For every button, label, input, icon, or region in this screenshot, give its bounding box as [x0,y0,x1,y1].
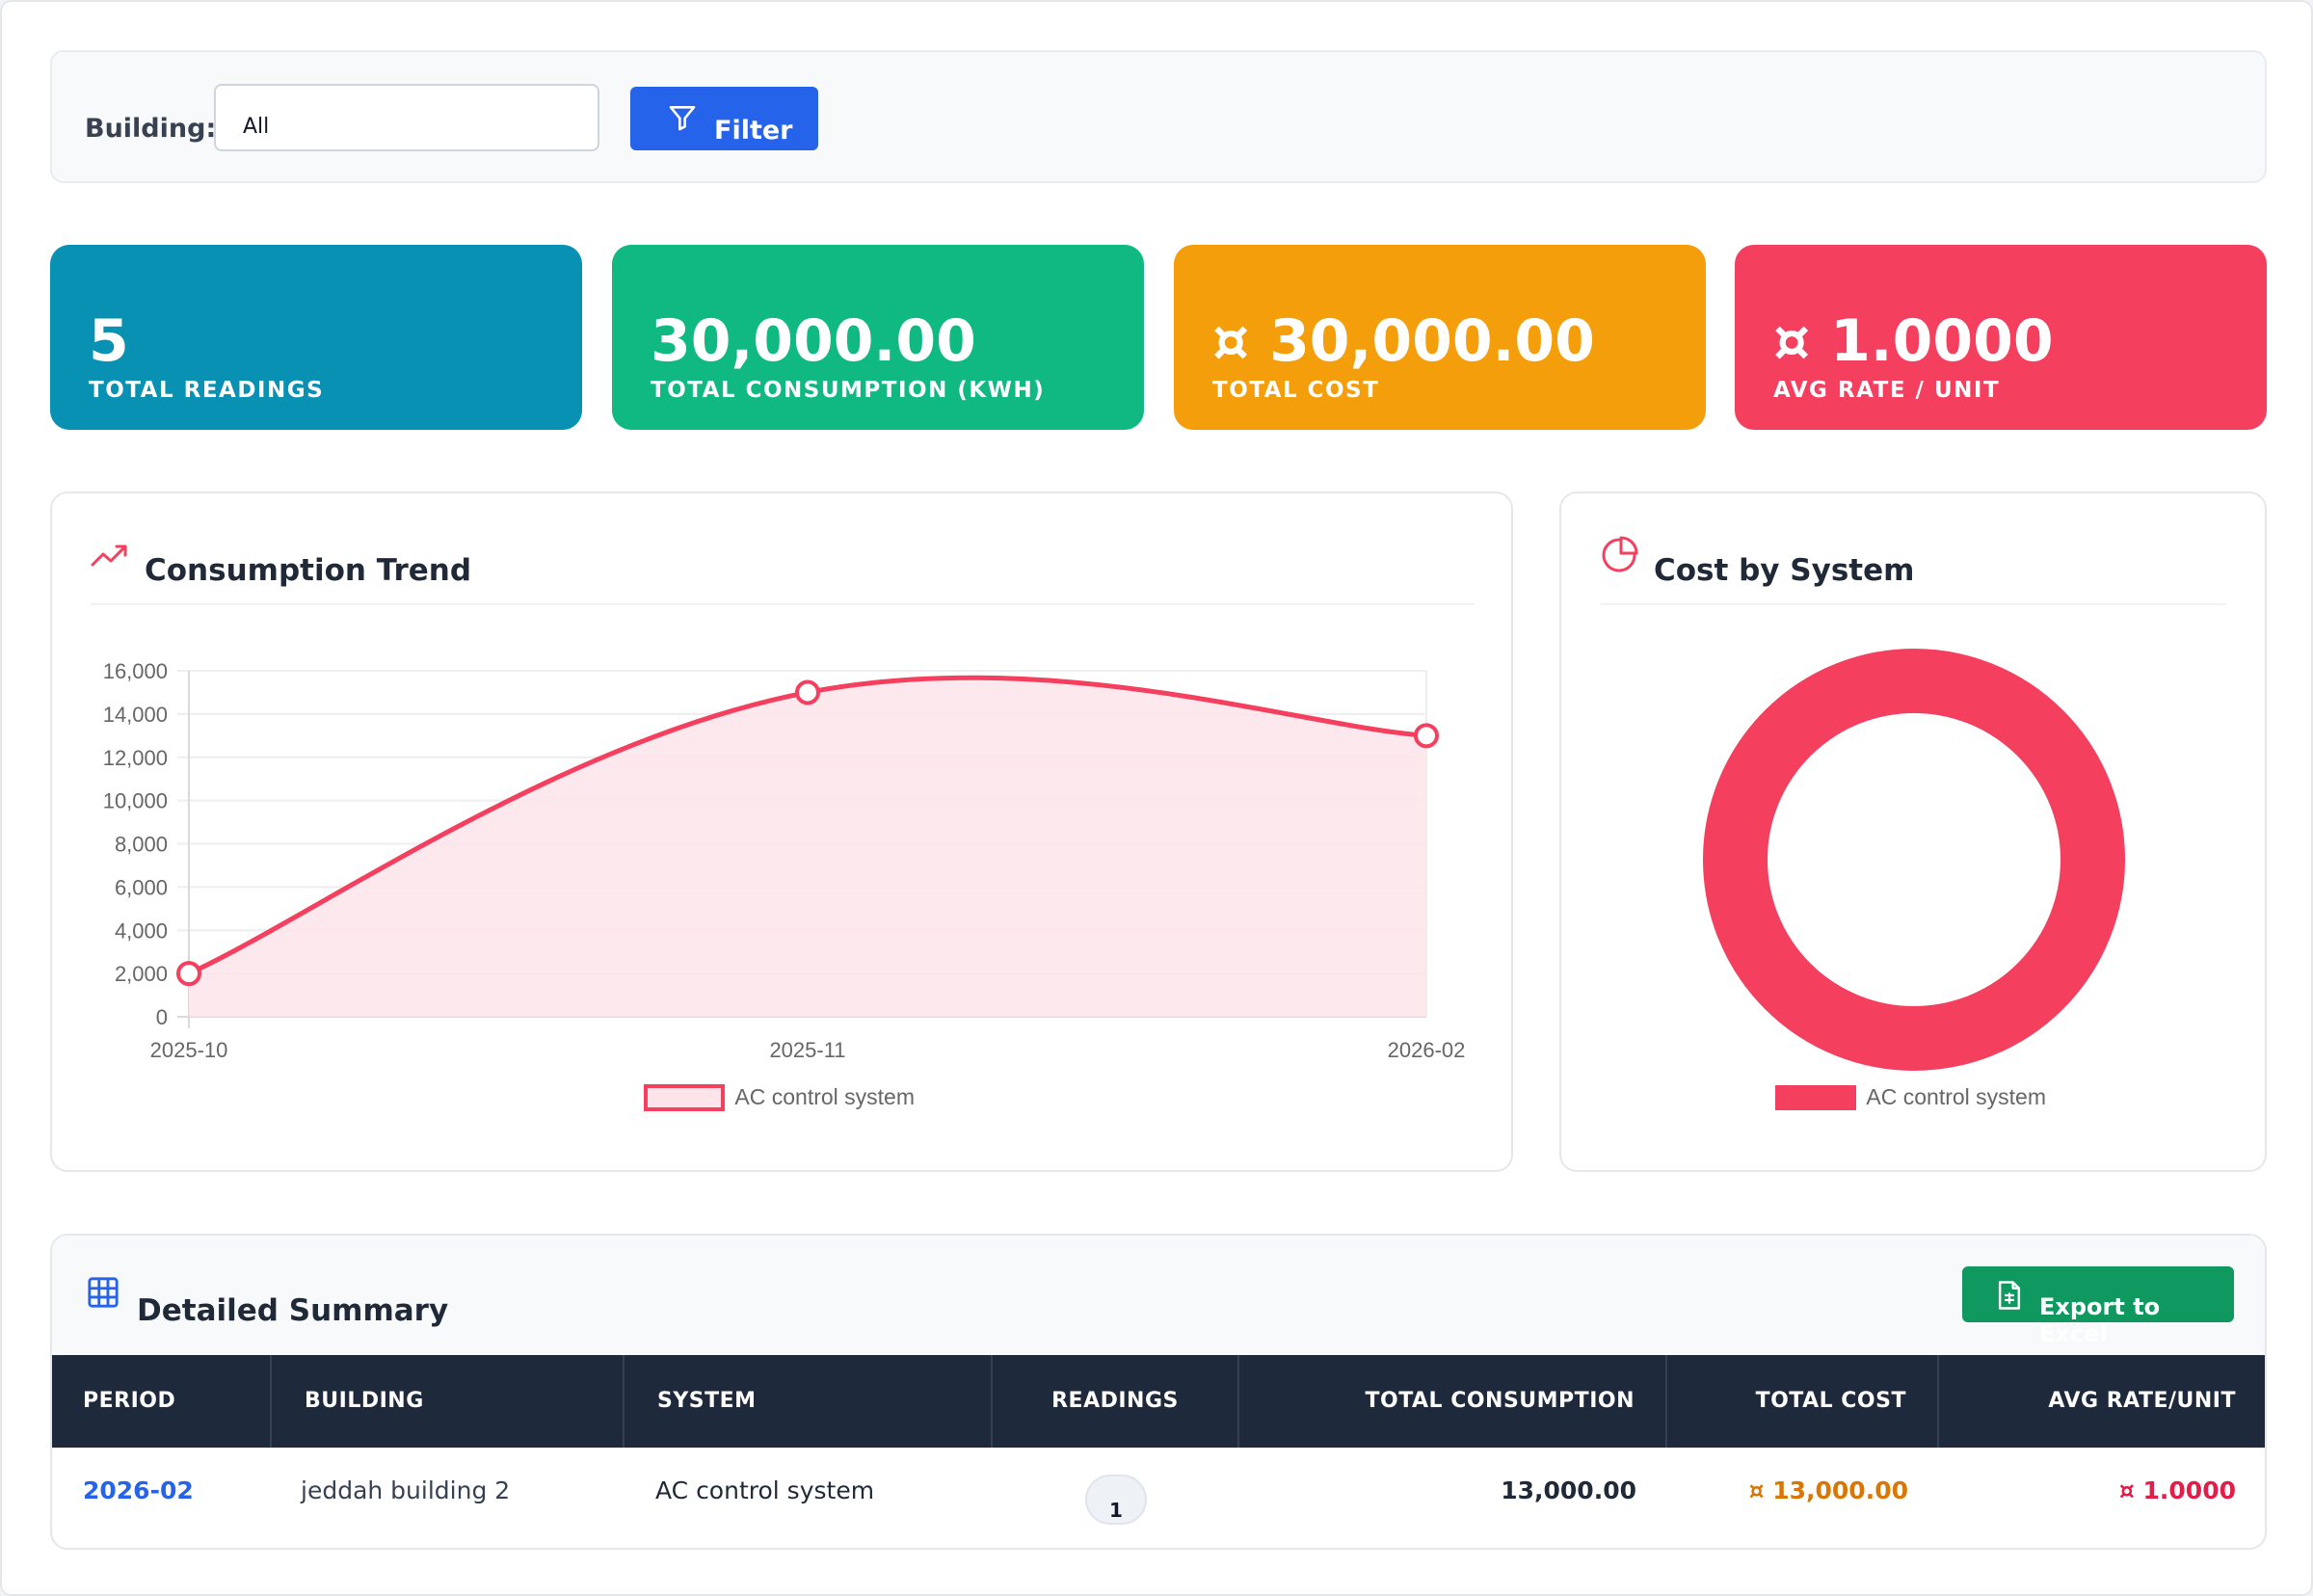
consumption-trend-panel: Consumption Trend 0 2,000 4,000 6,000 8,000 1… [50,492,1513,1172]
y-tick-label: 4,000 [115,918,168,943]
export-to-excel-button[interactable]: Export to Excel [1962,1266,2234,1347]
legend-label: AC control system [1866,1084,2046,1110]
export-button-label: Export to Excel [2039,1293,2161,1347]
column-header-label: BUILDING [305,1389,424,1413]
pie-chart-icon [1602,536,1638,572]
column-header-label: PERIOD [83,1389,176,1413]
cell-avg-rate: ¤ 1.0000 [2118,1476,2236,1504]
summary-header: Detailed Summary Export to Excel [52,1236,2265,1355]
legend-label: AC control system [734,1084,915,1110]
cell-total-consumption: 13,000.00 [1501,1476,1636,1504]
column-header-label: READINGS [1051,1389,1179,1413]
spreadsheet-file-icon [1998,1281,2021,1310]
y-tick-label: 16,000 [103,659,168,683]
cell-total-cost: ¤ 13,000.00 [1748,1476,1908,1504]
stat-value: ¤ 1.0000 [1773,307,2054,375]
y-tick-label: 8,000 [115,833,168,857]
legend-swatch [1775,1084,1856,1110]
line-legend[interactable]: AC control system [644,1083,915,1111]
detailed-summary-panel: Detailed Summary Export to Excel PERIOD … [50,1234,2267,1550]
column-header-readings[interactable]: READINGS [993,1355,1239,1448]
cost-by-system-panel: Cost by System AC control system [1559,492,2267,1172]
legend-swatch [644,1083,725,1111]
stat-card-total-readings: 5 TOTAL READINGS [50,245,582,430]
donut-legend[interactable]: AC control system [1775,1083,2046,1110]
filter-bar: Building: All Filter [50,50,2267,183]
column-header-building[interactable]: BUILDING [272,1355,625,1448]
cost-donut-chart [1703,649,2125,1071]
stat-label: TOTAL CONSUMPTION (KWH) [651,378,1046,403]
data-point [1414,723,1439,749]
stat-card-avg-rate: ¤ 1.0000 AVG RATE / UNIT [1735,245,2267,430]
cell-period[interactable]: 2026-02 [83,1476,194,1504]
y-tick-label: 6,000 [115,875,168,899]
filter-button[interactable]: Filter [630,87,818,150]
y-tick-label: 2,000 [115,962,168,986]
cell-building: jeddah building 2 [301,1476,511,1504]
stat-value: 5 [89,307,129,375]
column-header-label: TOTAL COST [1755,1389,1906,1413]
column-header-label: SYSTEM [657,1389,757,1413]
column-header-period[interactable]: PERIOD [52,1355,272,1448]
y-tick-label: 12,000 [103,746,168,770]
detailed-summary-title: Detailed Summary [137,1293,449,1328]
stat-value: ¤ 30,000.00 [1212,307,1595,375]
column-header-total-cost[interactable]: TOTAL COST [1667,1355,1939,1448]
building-filter-label: Building: [85,114,217,144]
consumption-trend-title: Consumption Trend [145,553,472,588]
stat-card-total-cost: ¤ 30,000.00 TOTAL COST [1174,245,1706,430]
trending-up-icon [91,545,127,567]
table-header-row: PERIOD BUILDING SYSTEM READINGS TOTAL CO… [52,1355,2265,1448]
cell-system: AC control system [655,1476,875,1504]
filter-button-label: Filter [714,116,793,146]
stat-value: 30,000.00 [651,307,976,375]
column-header-avg-rate[interactable]: AVG RATE/UNIT [1939,1355,2265,1448]
consumption-line-chart: 0 2,000 4,000 6,000 8,000 10,000 12,000 14,000 1… [103,659,1466,1062]
panel-divider [1600,603,2226,605]
column-header-label: TOTAL CONSUMPTION [1365,1389,1635,1413]
y-tick-label: 10,000 [103,789,168,813]
x-tick-label: 2025-10 [150,1038,228,1062]
series-area [189,678,1426,1017]
stat-label: TOTAL READINGS [89,378,325,403]
data-point [795,679,820,705]
column-header-total-consumption[interactable]: TOTAL CONSUMPTION [1239,1355,1667,1448]
y-tick-label: 0 [156,1005,168,1029]
stat-card-total-consumption: 30,000.00 TOTAL CONSUMPTION (KWH) [612,245,1144,430]
x-tick-label: 2025-11 [769,1038,845,1062]
data-point [176,961,201,987]
cost-by-system-title: Cost by System [1654,553,1915,588]
filter-icon [669,106,696,131]
table-icon [88,1277,119,1308]
panel-divider [91,603,1475,605]
column-header-label: AVG RATE/UNIT [2048,1389,2236,1413]
stat-label: AVG RATE / UNIT [1773,378,2001,403]
x-tick-label: 2026-02 [1388,1038,1466,1062]
donut-slice [1703,649,2125,1071]
cell-readings-badge: 1 [1085,1475,1147,1525]
stat-label: TOTAL COST [1212,378,1380,403]
y-tick-label: 14,000 [103,703,168,727]
building-select[interactable]: All [214,84,599,151]
column-header-system[interactable]: SYSTEM [625,1355,993,1448]
